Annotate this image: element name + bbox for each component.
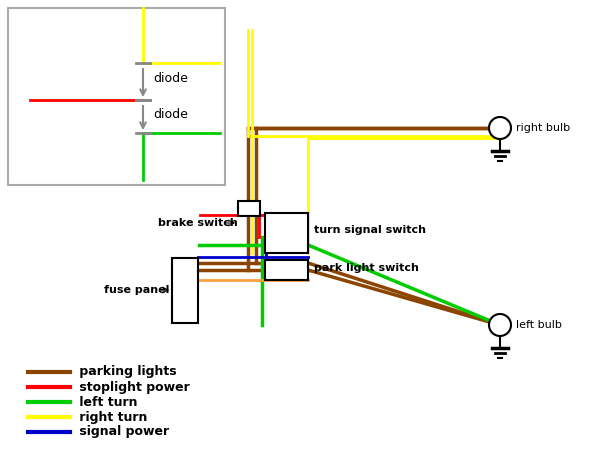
Text: parking lights: parking lights xyxy=(75,366,177,378)
Circle shape xyxy=(489,117,511,139)
Text: left turn: left turn xyxy=(75,396,138,408)
Text: diode: diode xyxy=(153,108,188,122)
Bar xyxy=(265,213,308,253)
Text: turn signal switch: turn signal switch xyxy=(314,225,426,235)
Text: diode: diode xyxy=(153,72,188,85)
Bar xyxy=(265,260,308,280)
Bar xyxy=(8,8,225,185)
Bar xyxy=(238,201,260,216)
Text: brake switch: brake switch xyxy=(158,218,238,228)
Bar xyxy=(172,258,198,323)
Text: left bulb: left bulb xyxy=(516,320,562,330)
Text: fuse panel: fuse panel xyxy=(104,285,169,295)
Text: stoplight power: stoplight power xyxy=(75,380,190,394)
Text: signal power: signal power xyxy=(75,426,169,438)
Text: right turn: right turn xyxy=(75,410,148,424)
Circle shape xyxy=(489,314,511,336)
Text: right bulb: right bulb xyxy=(516,123,570,133)
Text: park light switch: park light switch xyxy=(314,263,419,273)
